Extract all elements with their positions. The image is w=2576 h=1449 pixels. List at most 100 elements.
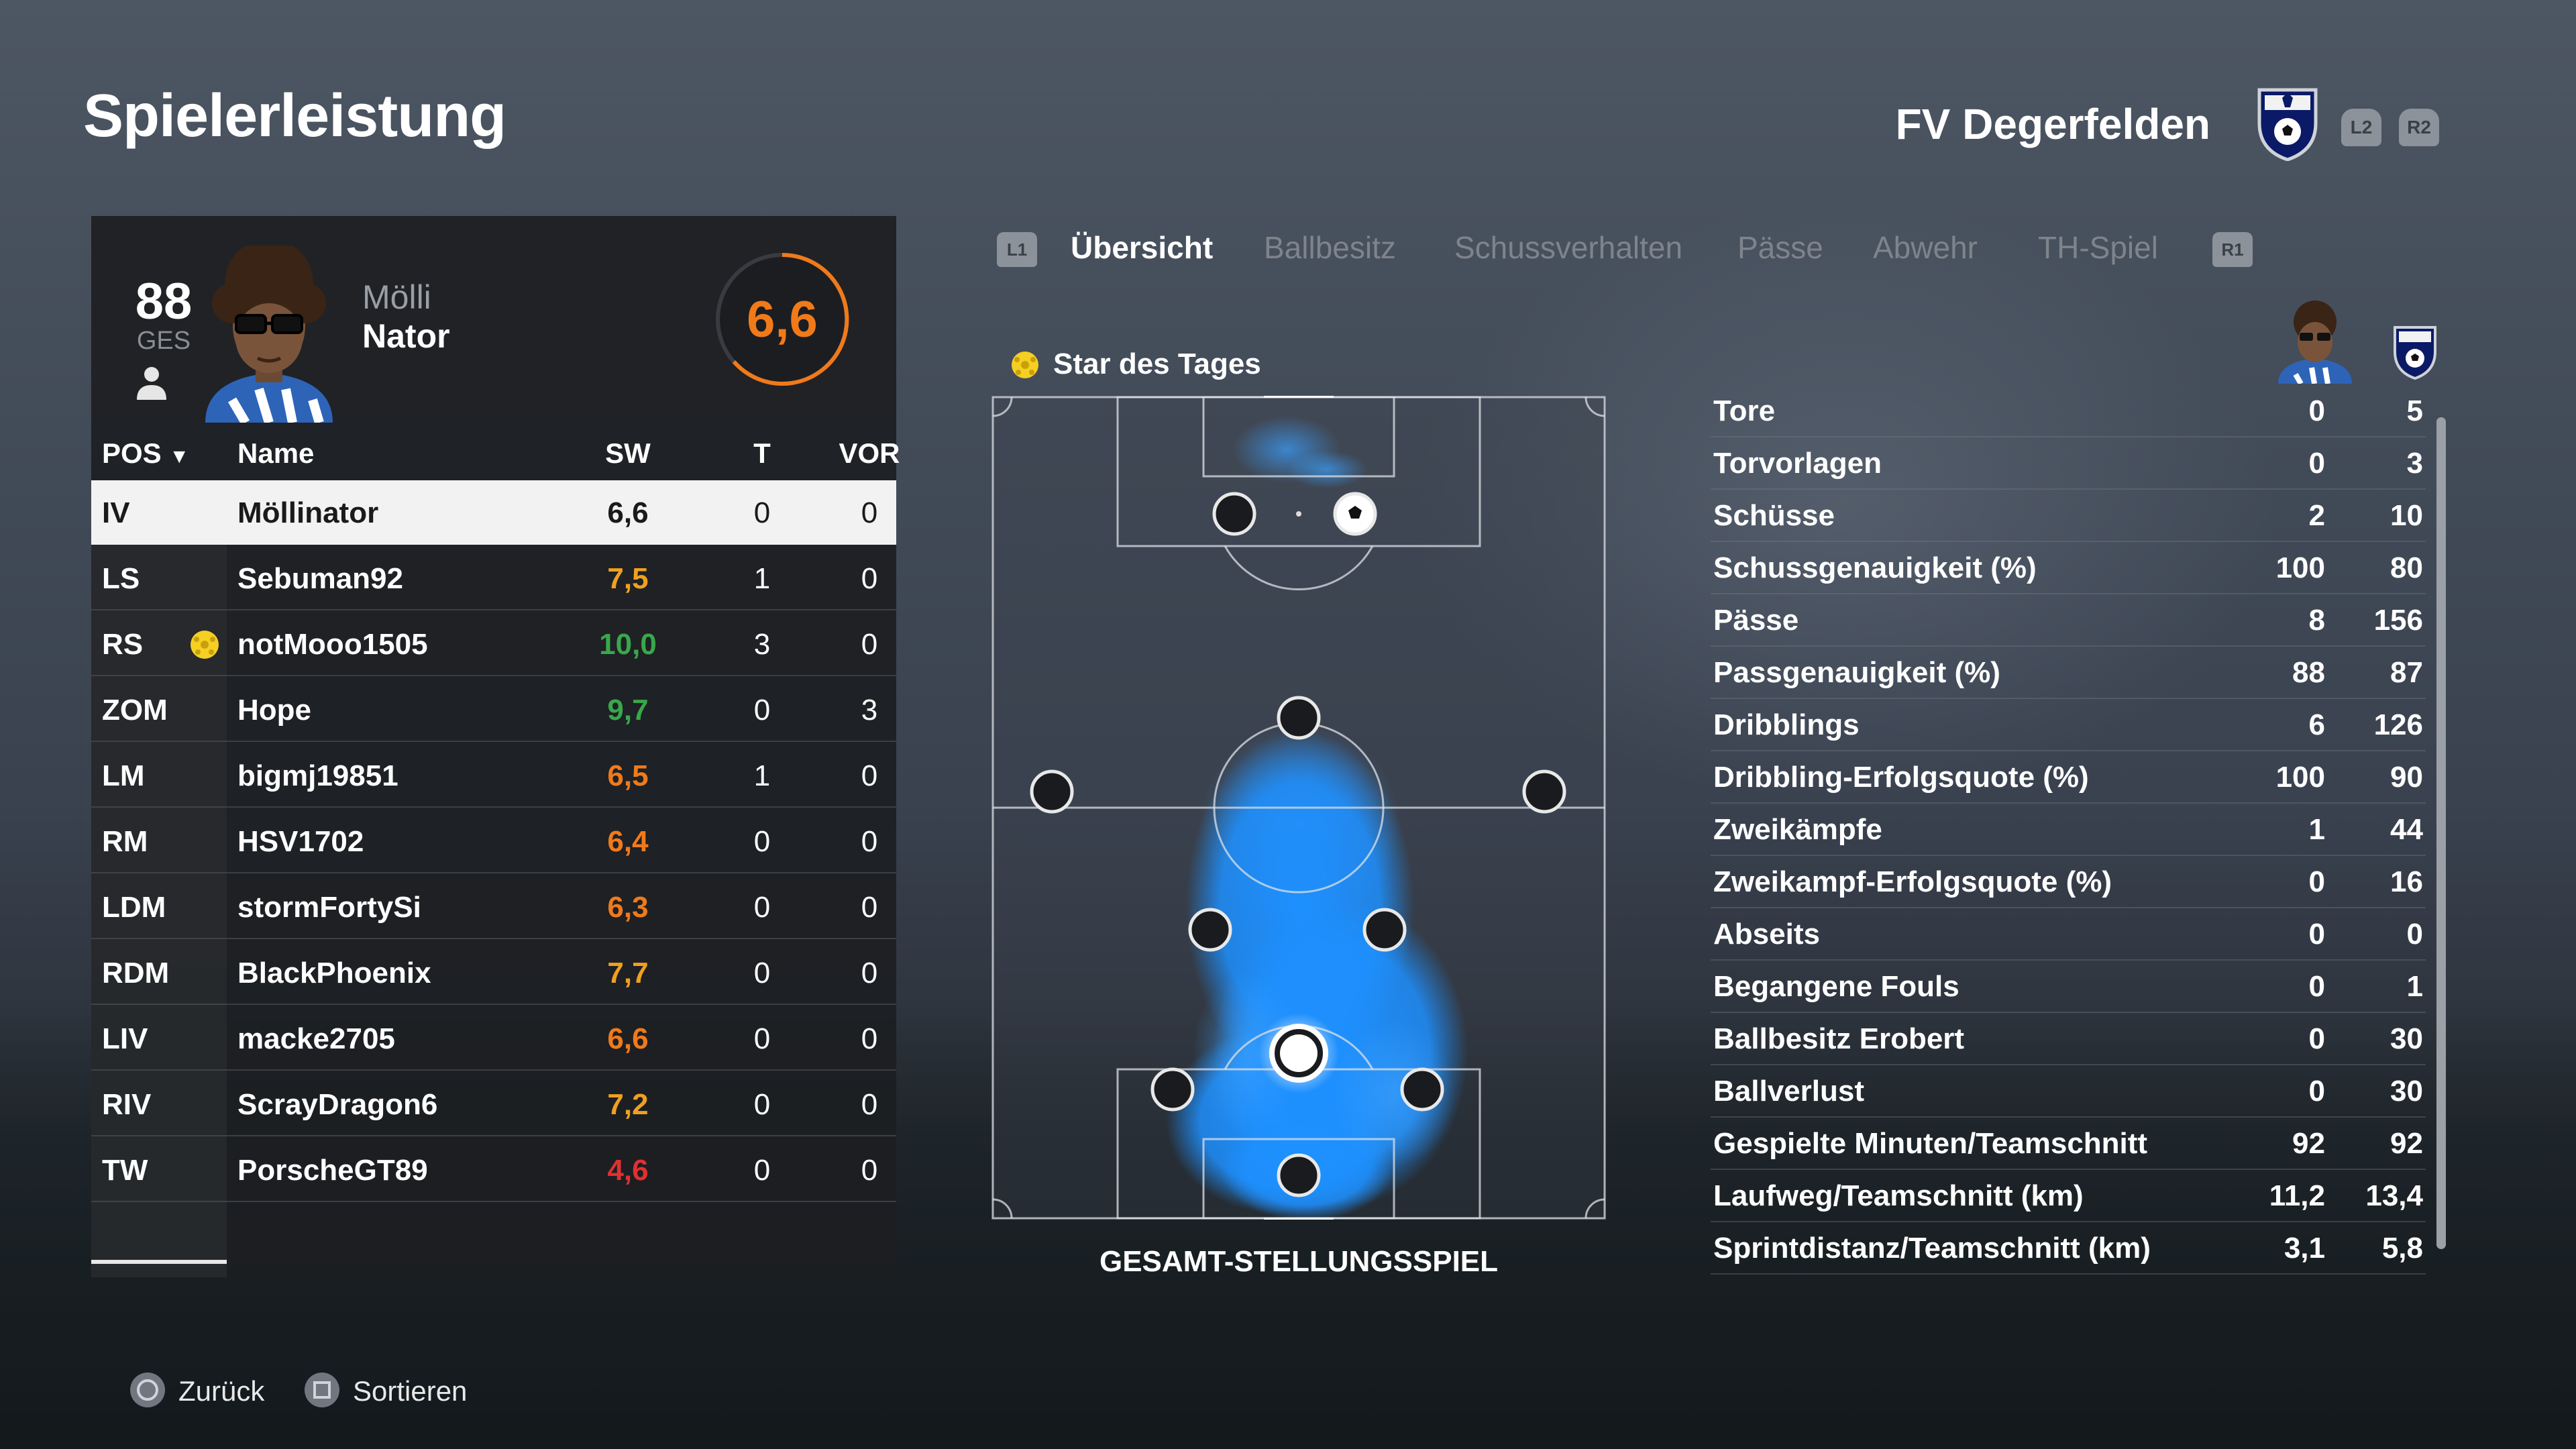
stat-team-value: 10 — [2390, 499, 2423, 532]
stat-player-value: 100 — [2275, 551, 2325, 584]
player-name: Mölli Nator — [362, 278, 450, 356]
marker-liv — [1150, 1067, 1195, 1112]
stat-row: Begangene Fouls 0 1 — [1711, 961, 2426, 1013]
marker-rm — [1522, 769, 1566, 814]
row-rating: 7,7 — [607, 957, 649, 989]
table-row[interactable]: RDM BlackPhoenix 7,7 0 0 — [91, 941, 896, 1005]
stat-player-value: 11,2 — [2269, 1179, 2325, 1212]
tab-ballbesitz[interactable]: Ballbesitz — [1264, 230, 1396, 265]
row-position: RM — [102, 825, 148, 858]
row-rating: 6,6 — [607, 496, 649, 529]
stat-row: Ballbesitz Erobert 0 30 — [1711, 1013, 2426, 1065]
r2-button[interactable]: R2 — [2399, 109, 2439, 146]
rating-value: 6,6 — [747, 290, 818, 348]
row-assists: 0 — [861, 562, 878, 595]
stat-player-value: 0 — [2308, 865, 2325, 898]
tab-abwehr[interactable]: Abwehr — [1873, 230, 1978, 265]
row-rating: 6,6 — [607, 1022, 649, 1055]
row-goals: 0 — [753, 891, 771, 924]
table-row[interactable]: LIV macke2705 6,6 0 0 — [91, 1006, 896, 1071]
row-player-name: stormFortySi — [237, 891, 421, 924]
tab-schussverhalten[interactable]: Schussverhalten — [1454, 230, 1683, 265]
rating-ring-icon — [716, 252, 849, 386]
row-player-name: Sebuman92 — [237, 562, 403, 595]
l2-button[interactable]: L2 — [2341, 109, 2381, 146]
row-assists: 0 — [861, 759, 878, 792]
table-row[interactable]: LM bigmj19851 6,5 1 0 — [91, 743, 896, 808]
team-name: FV Degerfelden — [1895, 100, 2210, 148]
pos-column-bg — [91, 480, 227, 1277]
stat-team-value: 156 — [2373, 604, 2423, 637]
stat-team-value: 30 — [2390, 1022, 2423, 1055]
table-header: POS ▼ Name SW T VOR — [91, 424, 900, 480]
row-assists: 0 — [861, 628, 878, 661]
header-pos[interactable]: POS ▼ — [102, 437, 190, 469]
stat-label: Passgenauigkeit (%) — [1713, 656, 2000, 689]
stats-scrollbar-thumb[interactable] — [2436, 417, 2446, 1249]
row-rating: 10,0 — [599, 628, 657, 661]
stat-team-value: 13,4 — [2365, 1179, 2423, 1212]
row-assists: 0 — [861, 957, 878, 989]
table-row[interactable]: IV Möllinator 6,6 0 0 — [91, 480, 896, 545]
table-row[interactable]: LDM stormFortySi 6,3 0 0 — [91, 875, 896, 939]
stat-label: Torvorlagen — [1713, 447, 1882, 480]
table-row[interactable]: ZOM Hope 9,7 0 3 — [91, 678, 896, 742]
row-goals: 0 — [753, 1022, 771, 1055]
row-rating: 7,2 — [607, 1088, 649, 1121]
table-row[interactable]: RS notMooo1505 10,0 3 0 — [91, 612, 896, 676]
overall-value: 88 — [135, 273, 193, 330]
stat-label: Gespielte Minuten/Teamschnitt — [1713, 1127, 2148, 1160]
marker-striker-left — [1212, 492, 1256, 536]
row-assists: 0 — [861, 496, 878, 529]
l1-button[interactable]: L1 — [997, 232, 1037, 267]
row-rating: 4,6 — [607, 1154, 649, 1187]
player-list-panel: 88 GES Mölli Nator — [91, 216, 900, 1277]
marker-lm — [1030, 769, 1074, 814]
row-assists: 0 — [861, 1088, 878, 1121]
tab-paesse[interactable]: Pässe — [1737, 230, 1823, 265]
stat-row: Torvorlagen 0 3 — [1711, 437, 2426, 490]
stat-row: Abseits 0 0 — [1711, 908, 2426, 961]
stat-row: Zweikämpfe 1 44 — [1711, 804, 2426, 856]
stat-team-value: 3 — [2406, 447, 2423, 480]
positioning-heatmap — [991, 396, 1606, 1220]
tab-uebersicht[interactable]: Übersicht — [1071, 230, 1214, 265]
marker-rdm — [1362, 908, 1407, 952]
row-assists: 0 — [861, 825, 878, 858]
stat-player-value: 100 — [2275, 761, 2325, 794]
stat-team-value: 5 — [2406, 394, 2423, 427]
row-goals: 0 — [753, 825, 771, 858]
row-assists: 3 — [861, 694, 878, 727]
row-rating: 6,5 — [607, 759, 649, 792]
row-goals: 0 — [753, 957, 771, 989]
table-row[interactable]: RIV ScrayDragon6 7,2 0 0 — [91, 1072, 896, 1136]
stat-row: Zweikampf-Erfolgsquote (%) 0 16 — [1711, 856, 2426, 908]
row-position: LM — [102, 759, 145, 792]
stat-player-value: 2 — [2308, 499, 2325, 532]
stat-row: Ballverlust 0 30 — [1711, 1065, 2426, 1118]
stat-label: Sprintdistanz/Teamschnitt (km) — [1713, 1232, 2151, 1265]
row-position: LS — [102, 562, 140, 595]
stat-player-value: 8 — [2308, 604, 2325, 637]
circle-button-icon — [130, 1373, 165, 1407]
row-rating: 6,4 — [607, 825, 649, 858]
row-assists: 0 — [861, 891, 878, 924]
header-t: T — [753, 437, 771, 469]
back-label: Zurück — [178, 1375, 265, 1407]
table-row[interactable]: RM HSV1702 6,4 0 0 — [91, 809, 896, 873]
r1-button[interactable]: R1 — [2212, 232, 2253, 267]
stat-label: Schüsse — [1713, 499, 1835, 532]
tab-th-spiel[interactable]: TH-Spiel — [2038, 230, 2158, 265]
table-row[interactable]: LS Sebuman92 7,5 1 0 — [91, 546, 896, 610]
stat-row: Passgenauigkeit (%) 88 87 — [1711, 647, 2426, 699]
row-player-name: Hope — [237, 694, 311, 727]
row-position: IV — [102, 496, 130, 529]
row-position: LDM — [102, 891, 166, 924]
sort-label: Sortieren — [353, 1375, 468, 1407]
stat-team-value: 126 — [2373, 708, 2423, 741]
row-goals: 0 — [753, 1088, 771, 1121]
player-avatar-icon — [2278, 301, 2352, 384]
stat-player-value: 1 — [2308, 813, 2325, 846]
stat-team-value: 1 — [2406, 970, 2423, 1003]
table-row[interactable]: TW PorscheGT89 4,6 0 0 — [91, 1138, 896, 1202]
